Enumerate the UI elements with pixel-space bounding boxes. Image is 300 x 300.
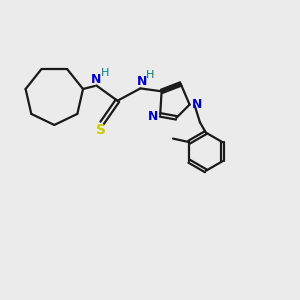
Text: N: N (148, 110, 158, 123)
Text: N: N (91, 73, 101, 86)
Text: N: N (192, 98, 202, 111)
Text: N: N (137, 75, 147, 88)
Text: S: S (96, 123, 106, 137)
Text: H: H (101, 68, 109, 78)
Text: H: H (146, 70, 154, 80)
